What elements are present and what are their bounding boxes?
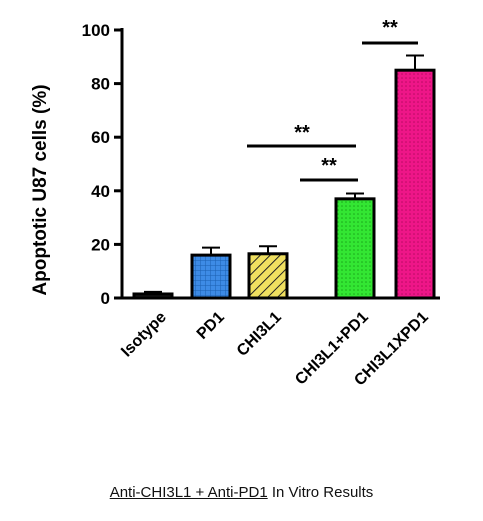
y-tick-label: 60 xyxy=(91,128,110,147)
y-tick-label: 40 xyxy=(91,182,110,201)
y-tick-label: 0 xyxy=(101,289,110,308)
y-tick-label: 20 xyxy=(91,235,110,254)
caption-rest: In Vitro Results xyxy=(267,484,374,501)
bars xyxy=(121,54,440,300)
bar-chi3l1-pd1 xyxy=(334,197,376,300)
caption-underlined: Anti-CHI3L1 + Anti-PD1 xyxy=(109,484,268,501)
significance-label: ** xyxy=(382,17,398,39)
y-tick-label: 80 xyxy=(91,75,110,94)
significance-label: ** xyxy=(294,122,310,144)
bar-chi3l1 xyxy=(247,252,289,300)
figure-caption: Anti-CHI3L1 + Anti-PD1 In Vitro Results xyxy=(0,484,483,501)
significance-markers: ** ** ** xyxy=(247,17,418,182)
bar-pd1 xyxy=(190,253,232,300)
x-tick-label: CHI3L1 xyxy=(234,309,285,360)
bar-chi3l1xpd1 xyxy=(394,68,436,300)
y-axis: 0 20 40 60 80 100 xyxy=(82,21,124,308)
significance-label: ** xyxy=(321,155,337,177)
y-tick-label: 100 xyxy=(82,21,110,40)
x-tick-label: PD1 xyxy=(194,309,228,343)
y-axis-title: Apoptotic U87 cells (%) xyxy=(30,84,51,295)
x-tick-label: Isotype xyxy=(118,309,170,361)
